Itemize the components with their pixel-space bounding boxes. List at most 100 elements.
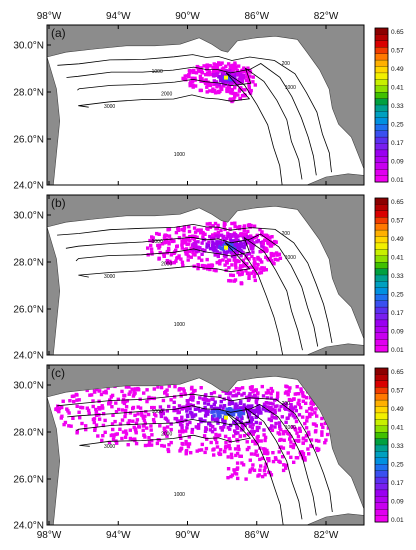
lon-tick-label: 98°W (37, 530, 62, 541)
bathymetry-contour (79, 412, 284, 525)
colorbar-swatch (374, 432, 389, 440)
colorbar-swatch (374, 66, 389, 74)
colorbar-label: 0.25 (391, 292, 404, 299)
colorbar-swatch (374, 476, 389, 484)
map-content: 1000 2000 3000 200 1000 1000 (47, 25, 364, 185)
colorbar-swatch (374, 419, 389, 427)
colorbar-swatch (374, 339, 389, 347)
map-content: 1000 2000 3000 200 1000 1000 (47, 365, 364, 525)
map-frame (46, 24, 365, 186)
bathymetry-contour (67, 403, 317, 516)
land-area (47, 396, 61, 525)
colorbar-swatch (374, 489, 389, 497)
panel-label: (a) (51, 26, 66, 40)
colorbar: 0.65 0.57 0.49 0.41 0.33 0.25 0.17 0.09 0.01 (374, 367, 404, 524)
bathymetry-contour (78, 72, 283, 185)
colorbar-label: 0.33 (391, 273, 404, 280)
colorbar-swatch (374, 217, 389, 225)
lat-tick-label: 26.0°N (13, 135, 44, 146)
contour-label: 1000 (174, 152, 185, 158)
colorbar-swatch (374, 124, 389, 132)
colorbar-swatch (374, 223, 389, 231)
colorbar-frame (374, 27, 389, 183)
lat-tick-label: 30.0°N (13, 41, 44, 52)
contour-label: 1000 (174, 492, 185, 498)
land-area (47, 365, 364, 510)
colorbar-swatch (374, 425, 389, 433)
source-marker (224, 415, 229, 420)
bathymetry-contour (57, 54, 332, 173)
colorbar-swatch (374, 387, 389, 395)
colorbar-label: 0.33 (391, 103, 404, 110)
panel-label: (c) (51, 366, 65, 380)
contour-label: 1000 (285, 255, 296, 261)
map-frame (46, 364, 365, 526)
colorbar-swatch (374, 464, 389, 472)
colorbar-swatch (374, 412, 389, 420)
lon-tick-label: 82°W (314, 11, 339, 22)
colorbar-label: 0.01 (391, 347, 404, 354)
contour-label: 200 (282, 231, 291, 237)
colorbar-swatch (374, 229, 389, 237)
colorbar-label: 0.65 (391, 29, 404, 36)
contour-label: 1000 (152, 69, 163, 75)
lon-tick-label: 90°W (175, 11, 200, 22)
colorbar-swatch (374, 92, 389, 100)
colorbar-label: 0.57 (391, 218, 404, 225)
lon-tick-label: 82°W (314, 530, 339, 541)
contour-label: 2000 (161, 431, 172, 437)
colorbar-swatch (374, 242, 389, 250)
colorbar-swatch (374, 332, 389, 340)
colorbar-swatch (374, 85, 389, 93)
map-frame (46, 194, 365, 356)
map-content: 1000 2000 3000 200 1000 1000 (47, 195, 364, 355)
colorbar-swatch (374, 143, 389, 151)
colorbar-label: 0.09 (391, 329, 404, 336)
colorbar-swatch (374, 399, 389, 407)
contour-label: 1000 (174, 322, 185, 328)
colorbar-swatch (374, 451, 389, 459)
colorbar-swatch (374, 111, 389, 119)
lat-tick-label: 26.0°N (13, 305, 44, 316)
contour-label: 1000 (152, 409, 163, 415)
colorbar-swatch (374, 27, 389, 35)
colorbar-swatch (374, 204, 389, 212)
colorbar-swatch (374, 156, 389, 164)
source-marker (224, 245, 229, 250)
bathymetry-contour (78, 242, 284, 355)
lat-tick-label: 28.0°N (13, 88, 44, 99)
colorbar: 0.65 0.57 0.49 0.41 0.33 0.25 0.17 0.09 0.01 (374, 197, 404, 354)
map-panel: 1000 2000 3000 200 1000 1000 (a) 30.0°N 28.0°N 26… (13, 11, 365, 192)
colorbar-swatch (374, 236, 389, 244)
colorbar-swatch (374, 287, 389, 295)
colorbar-label: 0.41 (391, 425, 404, 432)
colorbar-label: 0.01 (391, 177, 404, 184)
colorbar-swatch (374, 72, 389, 80)
concentration-field (54, 384, 333, 481)
concentration-field (146, 221, 283, 286)
land-area (306, 343, 364, 355)
bathymetry-contour (65, 233, 319, 347)
contour-label: 2000 (161, 91, 172, 97)
colorbar-swatch (374, 502, 389, 510)
lat-tick-label: 24.0°N (13, 181, 44, 192)
colorbar-swatch (374, 281, 389, 289)
colorbar-label: 0.25 (391, 462, 404, 469)
colorbar-label: 0.65 (391, 369, 404, 376)
bathymetry-contour (66, 63, 317, 176)
land-area (47, 56, 61, 185)
colorbar-swatch (374, 380, 389, 388)
colorbar-swatch (374, 262, 389, 270)
colorbar-label: 0.17 (391, 310, 404, 317)
colorbar-swatch (374, 130, 389, 138)
land-area (306, 173, 364, 185)
colorbar-swatch (374, 367, 389, 375)
bathymetry-contour (76, 406, 303, 520)
lat-tick-label: 24.0°N (13, 351, 44, 362)
colorbar-swatch (374, 104, 389, 112)
colorbar-label: 0.01 (391, 517, 404, 524)
colorbar-swatch (374, 457, 389, 465)
lat-tick-label: 28.0°N (13, 428, 44, 439)
lon-tick-label: 94°W (106, 11, 131, 22)
